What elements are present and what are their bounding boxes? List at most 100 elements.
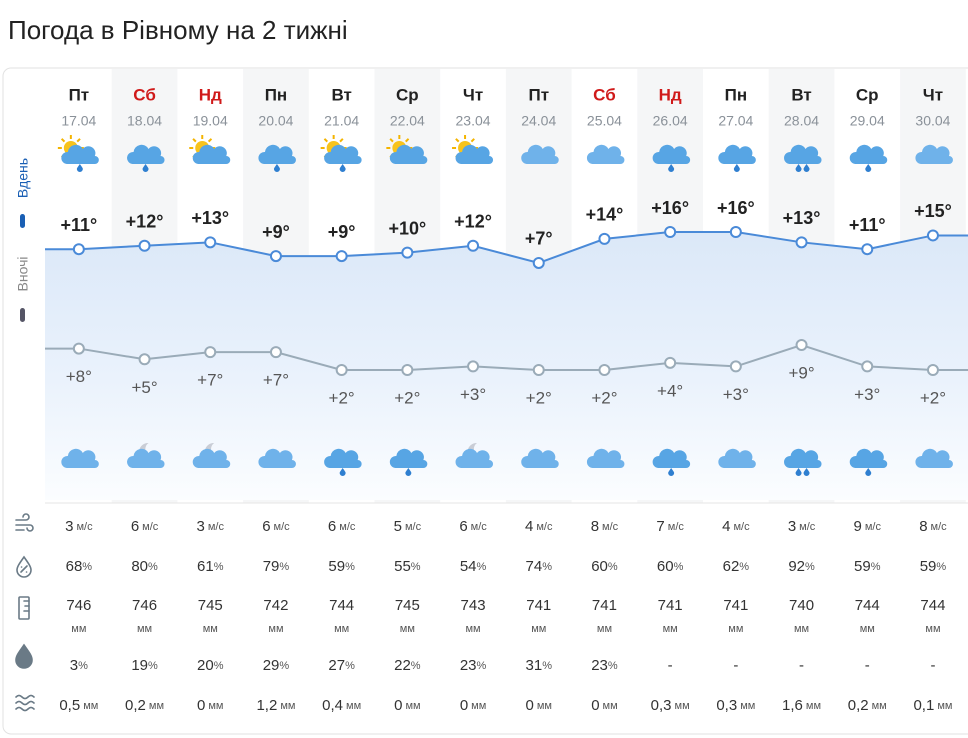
precip-unit: мм: [471, 700, 486, 712]
precip-unit: мм: [740, 700, 755, 712]
precip-prob-unit: %: [345, 660, 355, 672]
day-temp-label: +12°: [126, 212, 164, 232]
drop: [273, 164, 280, 172]
night-temp-point: [138, 353, 151, 366]
pressure-value: 741: [723, 597, 748, 614]
day-name: Ср: [396, 85, 419, 104]
wind: 3 м/с: [197, 518, 225, 535]
night-marker: [20, 308, 25, 322]
humidity: 59%: [854, 558, 881, 575]
wind-value: 6: [328, 518, 336, 535]
humidity-unit: %: [871, 561, 881, 573]
humidity-value: 54: [460, 558, 477, 575]
precip-value: 1,6: [782, 697, 803, 714]
day-temp-label: +9°: [328, 222, 356, 242]
humidity-unit: %: [82, 561, 92, 573]
wind-unit: м/с: [668, 521, 685, 533]
precip-prob-value: 20: [197, 657, 214, 674]
precip-prob-unit: %: [608, 660, 618, 672]
humidity-value: 59: [920, 558, 937, 575]
precip-prob-unit: %: [279, 660, 289, 672]
humidity: 59%: [920, 558, 947, 575]
precip-unit: мм: [280, 700, 295, 712]
wind-unit: м/с: [208, 521, 225, 533]
cloud: [324, 144, 362, 164]
night-temp-point: [72, 342, 85, 355]
night-temp-line: [45, 343, 968, 371]
precip: 0 мм: [394, 697, 420, 714]
precip: 0,1 мм: [913, 697, 952, 714]
day-date: 28.04: [784, 113, 819, 129]
weather-icon: [189, 135, 231, 164]
precip: 0,2 мм: [125, 697, 164, 714]
day-name: Вт: [331, 85, 351, 104]
humidity-value: 60: [657, 558, 674, 575]
cloud: [784, 144, 822, 164]
night-temp-point: [204, 346, 217, 359]
weather-icon: [652, 144, 691, 172]
day-temp-label: +12°: [454, 212, 492, 232]
humidity: 59%: [328, 558, 355, 575]
pressure-unit: мм: [203, 623, 218, 635]
precip-value: 0,2: [848, 697, 869, 714]
drop: [795, 164, 802, 172]
sun-ray: [323, 138, 328, 143]
weather-icon: [61, 448, 99, 468]
cloud: [127, 144, 165, 164]
day-temp-point: [467, 239, 480, 252]
pressure-value: 743: [461, 597, 486, 614]
sun-ray: [339, 138, 344, 143]
precip-prob: 3%: [70, 657, 88, 674]
wind: 3 м/с: [65, 518, 93, 535]
drop: [668, 468, 675, 476]
day-temp-point: [532, 256, 545, 269]
wind: 6 м/с: [328, 518, 356, 535]
precip-value: 0: [197, 697, 205, 714]
humidity-unit: %: [345, 561, 355, 573]
day-name: Нд: [199, 85, 222, 104]
cloud: [586, 448, 625, 468]
sun-ray: [76, 138, 81, 143]
night-temp-label: +2°: [591, 388, 617, 407]
weather-icon: [57, 135, 99, 172]
pressure-unit: мм: [71, 623, 86, 635]
precip-unit: мм: [149, 700, 164, 712]
precip-prob-value: -: [799, 657, 804, 674]
day-date: 19.04: [193, 113, 228, 129]
night-temp-label: +7°: [263, 371, 289, 390]
precip: 0 мм: [591, 697, 617, 714]
weather-icon: [452, 135, 494, 164]
precip-unit: мм: [405, 700, 420, 712]
pressure-unit: мм: [400, 623, 415, 635]
humidity-unit: %: [739, 561, 749, 573]
day-date: 27.04: [718, 113, 753, 129]
day-temp-point: [269, 250, 282, 263]
weather-icon: [127, 442, 165, 468]
precip-prob: 22%: [394, 657, 421, 674]
cloud: [652, 144, 691, 164]
humidity-value: 80: [131, 558, 148, 575]
humidity: 54%: [460, 558, 487, 575]
cloud: [61, 144, 99, 164]
cloud: [258, 144, 296, 164]
pressure-value: 745: [198, 597, 223, 614]
wind: 7 м/с: [656, 518, 684, 535]
night-temp-label: +8°: [66, 367, 92, 386]
pressure-value: 740: [789, 597, 814, 614]
day-date: 29.04: [850, 113, 885, 129]
precip-prob: 23%: [460, 657, 487, 674]
day-date: 22.04: [390, 113, 425, 129]
day-temp-point: [729, 226, 742, 238]
precip-value: 0,1: [913, 697, 934, 714]
day-temp-point: [795, 236, 808, 249]
drop: [142, 164, 149, 172]
night-temp-point: [861, 360, 874, 373]
precip-unit: мм: [603, 700, 618, 712]
day-date: 24.04: [521, 113, 556, 129]
wind-unit: м/с: [274, 521, 291, 533]
weather-icon: [127, 144, 165, 172]
wind-unit: м/с: [799, 521, 816, 533]
precip-prob: -: [668, 657, 673, 674]
humidity-unit: %: [214, 561, 224, 573]
